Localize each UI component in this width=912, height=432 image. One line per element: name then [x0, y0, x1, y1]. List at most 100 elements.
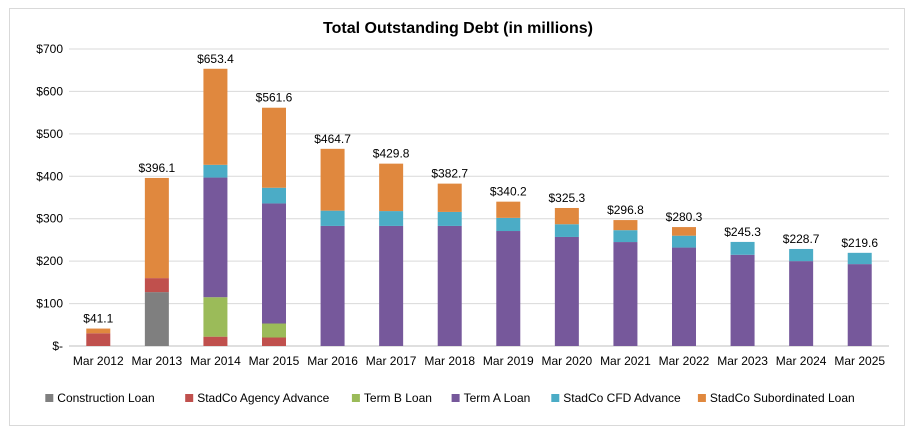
bar-segment [496, 231, 521, 346]
bar-segment [144, 292, 169, 346]
bars [86, 68, 872, 346]
total-label: $464.7 [314, 132, 351, 146]
total-label: $245.3 [724, 225, 761, 239]
gridlines [69, 48, 889, 347]
bar-segment [203, 297, 228, 337]
y-tick-label: $- [52, 339, 63, 353]
legend-label: StadCo Subordinated Loan [710, 391, 855, 405]
bar-segment [437, 225, 462, 346]
bar-segment [144, 278, 169, 293]
legend-swatch [697, 394, 706, 402]
y-tick-label: $500 [36, 127, 63, 141]
total-label: $228.7 [783, 232, 820, 246]
y-axis-ticks: $- $100 $200 $300 $400 $500 $600 $700 [36, 42, 63, 353]
bar-segment [730, 254, 755, 346]
y-tick-label: $200 [36, 254, 63, 268]
total-label: $219.6 [841, 236, 878, 250]
legend-item: Construction Loan [45, 391, 155, 405]
x-tick-label: Mar 2025 [834, 354, 885, 368]
bar-segment [496, 217, 521, 232]
bar-segment [496, 201, 521, 218]
bar-segment [613, 230, 638, 243]
bar-segment [320, 225, 345, 346]
bar-segment [554, 224, 579, 237]
total-label: $296.8 [607, 203, 644, 217]
bar-segment [379, 163, 404, 212]
bar-segment [730, 241, 755, 255]
total-label: $280.3 [666, 210, 703, 224]
legend-label: Construction Loan [57, 391, 154, 405]
bar-segment [320, 148, 345, 211]
data-labels: $41.1 $396.1 $653.4 $561.6 $464.7 $429.8 $382.… [83, 52, 878, 326]
bar-segment [144, 177, 169, 279]
chart-title: Total Outstanding Debt (in millions) [323, 20, 593, 37]
bar-segment [262, 323, 286, 338]
bar-segment [379, 211, 404, 226]
x-tick-label: Mar 2016 [307, 354, 358, 368]
bar-segment [847, 264, 872, 346]
bar-segment [613, 242, 638, 346]
x-tick-label: Mar 2015 [249, 354, 300, 368]
x-axis-ticks: Mar 2012 Mar 2013 Mar 2014 Mar 2015 Mar 2016… [73, 354, 885, 368]
bar-segment [789, 248, 814, 262]
bar-segment [203, 68, 228, 165]
x-tick-label: Mar 2024 [776, 354, 827, 368]
total-label: $325.3 [549, 191, 586, 205]
y-tick-label: $100 [36, 297, 63, 311]
bar-segment [262, 107, 286, 188]
bar-segment [262, 337, 286, 346]
total-label: $653.4 [197, 52, 234, 66]
x-tick-label: Mar 2022 [659, 354, 710, 368]
total-label: $396.1 [139, 161, 176, 175]
legend-swatch [45, 394, 54, 402]
bar-segment [203, 336, 228, 346]
total-label: $429.8 [373, 147, 410, 161]
bar-segment [203, 164, 228, 178]
bar-segment [789, 261, 814, 346]
y-tick-label: $600 [36, 84, 63, 98]
stacked-bar-chart: Total Outstanding Debt (in millions) $- $… [36, 20, 889, 405]
total-label: $340.2 [490, 185, 527, 199]
legend-label: StadCo Agency Advance [197, 391, 329, 405]
x-tick-label: Mar 2023 [717, 354, 768, 368]
y-tick-label: $400 [36, 169, 63, 183]
x-tick-label: Mar 2018 [424, 354, 475, 368]
bar-segment [203, 177, 228, 298]
legend-item: Term B Loan [351, 391, 432, 405]
bar-segment [86, 328, 111, 334]
x-tick-label: Mar 2014 [190, 354, 241, 368]
x-tick-label: Mar 2021 [600, 354, 651, 368]
legend-item: StadCo Subordinated Loan [697, 391, 855, 405]
chart-frame: Total Outstanding Debt (in millions) $- $… [9, 8, 905, 426]
y-tick-label: $700 [36, 42, 63, 56]
total-label: $41.1 [83, 312, 113, 326]
legend-item: StadCo CFD Advance [551, 391, 681, 405]
legend-swatch [351, 394, 360, 402]
legend-label: Term A Loan [464, 391, 531, 405]
bar-segment [262, 187, 286, 204]
bar-segment [672, 235, 696, 248]
bar-segment [262, 203, 286, 324]
legend-item: StadCo Agency Advance [185, 391, 330, 405]
total-label: $561.6 [256, 91, 293, 105]
bar-segment [437, 211, 462, 226]
bar-segment [847, 252, 872, 265]
x-tick-label: Mar 2012 [73, 354, 124, 368]
bar-segment [554, 236, 579, 346]
bar-segment [320, 210, 345, 226]
x-tick-label: Mar 2019 [483, 354, 534, 368]
legend-item: Term A Loan [451, 391, 531, 405]
legend-swatch [451, 394, 460, 402]
bar-segment [437, 183, 462, 212]
x-tick-label: Mar 2013 [132, 354, 183, 368]
legend-swatch [185, 394, 194, 402]
bar-segment [379, 225, 404, 346]
legend-label: Term B Loan [364, 391, 432, 405]
bar-segment [613, 220, 638, 231]
x-tick-label: Mar 2017 [366, 354, 417, 368]
legend-swatch [551, 394, 560, 402]
bar-segment [86, 333, 111, 346]
legend: Construction Loan StadCo Agency Advance Te… [45, 391, 855, 405]
bar-segment [672, 227, 696, 236]
bar-segment [554, 207, 579, 225]
